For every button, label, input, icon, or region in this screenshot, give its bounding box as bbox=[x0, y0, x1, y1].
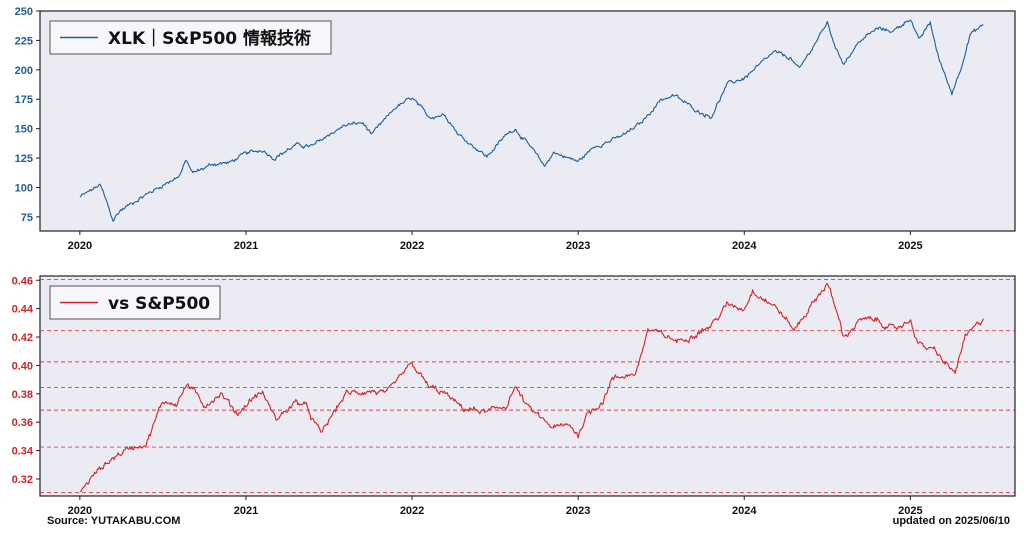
price-legend-label: XLK｜S&P500 情報技術 bbox=[108, 28, 311, 49]
ratio-y-tick-label: 0.44 bbox=[12, 304, 34, 316]
ratio-x-tick-label: 2021 bbox=[234, 505, 258, 517]
ratio-x-tick-label: 2020 bbox=[68, 505, 92, 517]
ratio-x-tick-label: 2024 bbox=[732, 505, 757, 517]
ratio-y-tick-label: 0.40 bbox=[12, 360, 33, 372]
ratio-y-tick-label: 0.32 bbox=[12, 474, 33, 486]
ratio-x-tick-label: 2025 bbox=[898, 505, 922, 517]
ratio-y-tick-label: 0.36 bbox=[12, 417, 33, 429]
price-y-tick-label: 100 bbox=[15, 182, 33, 194]
ratio-series-line bbox=[79, 282, 984, 493]
ratio-x-tick-label: 2022 bbox=[400, 505, 424, 517]
ratio-legend-label: vs S&P500 bbox=[108, 294, 210, 314]
price-y-tick-label: 75 bbox=[21, 212, 33, 224]
ratio-y-tick-label: 0.42 bbox=[12, 332, 33, 344]
price-x-tick-label: 2021 bbox=[234, 240, 258, 252]
price-y-tick-label: 200 bbox=[15, 65, 33, 77]
price-y-tick-label: 225 bbox=[15, 35, 33, 47]
price-y-tick-label: 125 bbox=[15, 153, 33, 165]
price-y-tick-label: 250 bbox=[15, 6, 33, 18]
ratio-y-tick-label: 0.38 bbox=[12, 389, 33, 401]
price-x-tick-label: 2023 bbox=[566, 240, 590, 252]
price-x-tick-label: 2022 bbox=[400, 240, 424, 252]
price-x-tick-label: 2024 bbox=[732, 240, 757, 252]
source-label: Source: YUTAKABU.COM bbox=[47, 515, 181, 527]
price-series-line bbox=[79, 19, 984, 222]
price-y-tick-label: 175 bbox=[15, 94, 33, 106]
ratio-x-tick-label: 2023 bbox=[566, 505, 590, 517]
price-x-tick-label: 2020 bbox=[68, 240, 92, 252]
price-x-tick-label: 2025 bbox=[898, 240, 922, 252]
updated-label: updated on 2025/06/10 bbox=[892, 515, 1010, 527]
ratio-y-tick-label: 0.46 bbox=[12, 275, 33, 287]
ratio-y-tick-label: 0.34 bbox=[12, 446, 34, 458]
price-y-tick-label: 150 bbox=[15, 124, 33, 136]
